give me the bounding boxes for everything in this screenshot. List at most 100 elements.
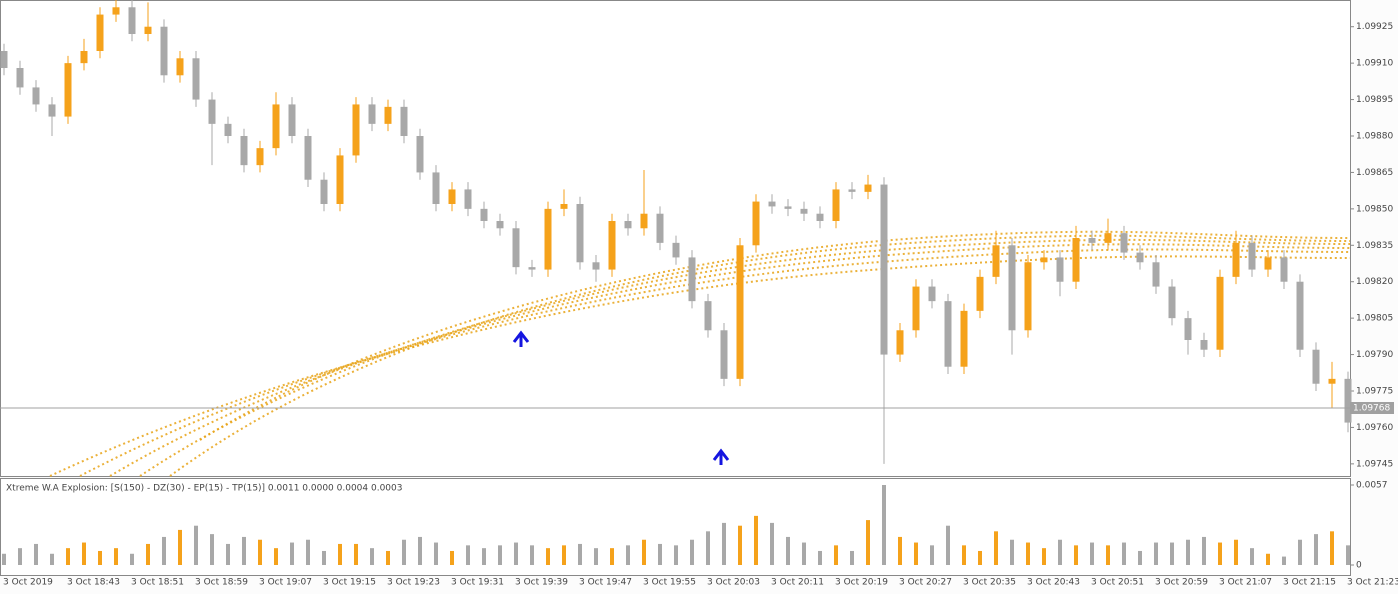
candle-body (752, 201, 760, 246)
candle-body (1200, 340, 1208, 350)
indicator-bar (146, 543, 150, 565)
indicator-bar (18, 548, 22, 565)
indicator-bar (674, 545, 678, 565)
candle-body (352, 104, 360, 156)
x-tick-label: 3 Oct 19:39 (515, 578, 568, 588)
indicator-bar (338, 543, 342, 565)
candle-body (496, 221, 504, 229)
indicator-bar (258, 539, 262, 565)
candle-body (640, 213, 648, 229)
x-tick-label: 3 Oct 20:59 (1155, 578, 1208, 588)
candle-body (560, 204, 568, 209)
candle-body (432, 172, 440, 204)
indicator-bar (706, 531, 710, 565)
y-tick-label: 1.09850 (1356, 204, 1393, 214)
x-tick-label: 3 Oct 19:23 (387, 578, 440, 588)
indicator-bar (930, 545, 934, 565)
x-tick-label: 3 Oct 18:59 (195, 578, 248, 588)
indicator-bar (594, 548, 598, 565)
candle-body (1312, 349, 1320, 384)
indicator-bar (450, 550, 454, 565)
indicator-bar (1138, 550, 1142, 565)
candle-body (592, 262, 600, 270)
y-tick-label: 1.09745 (1356, 459, 1393, 469)
x-tick-label: 3 Oct 19:15 (323, 578, 376, 588)
indicator-bar (242, 536, 246, 565)
y-tick-label: 1.09760 (1356, 423, 1393, 433)
indicator-bar (98, 550, 102, 565)
candle-body (1296, 281, 1304, 350)
candle-body (672, 242, 680, 258)
candle-body (768, 201, 776, 207)
y-tick-label: 1.09910 (1356, 59, 1393, 69)
indicator-bar (130, 553, 134, 565)
candle-body (192, 58, 200, 100)
x-tick-label: 3 Oct 18:51 (131, 578, 184, 588)
candle-body (272, 104, 280, 149)
buy-arrow (512, 330, 530, 347)
candle-body (1184, 318, 1192, 340)
candle-body (512, 228, 520, 268)
x-tick-label: 3 Oct 21:23 (1347, 578, 1398, 588)
indicator-bar (1314, 534, 1318, 565)
indicator-bar (946, 525, 950, 565)
indicator-bar (722, 522, 726, 565)
x-tick-label: 3 Oct 20:51 (1091, 578, 1144, 588)
candle-body (1088, 238, 1096, 243)
candle-body (32, 87, 40, 105)
indicator-bar (322, 550, 326, 565)
indicator-bar (1330, 531, 1334, 565)
candle-body (464, 189, 472, 209)
indicator-bar (754, 515, 758, 565)
candle-body (784, 206, 792, 209)
indicator-bar (1234, 539, 1238, 565)
y-tick-label: 1.09895 (1356, 95, 1393, 105)
candle-body (736, 245, 744, 379)
indicator-bar (834, 545, 838, 565)
y-tick-label: 1.09880 (1356, 132, 1393, 142)
candle-body (48, 104, 56, 117)
candle-body (288, 104, 296, 136)
candle-body (624, 221, 632, 229)
candle-body (688, 257, 696, 302)
x-tick-label: 3 Oct 21:15 (1283, 578, 1336, 588)
indicator-bar (882, 485, 886, 565)
current-price-label: 1.09768 (1353, 404, 1390, 414)
candle-body (1008, 245, 1016, 331)
y-tick-label: 1.09820 (1356, 277, 1393, 287)
candle-body (1072, 238, 1080, 282)
envelope-curve (199, 230, 1351, 441)
candle-body (1120, 233, 1128, 253)
candle-body (864, 184, 872, 192)
candle-body (80, 51, 88, 64)
indicator-bar (514, 542, 518, 565)
indicator-bar (482, 548, 486, 565)
indicator-bar (1122, 542, 1126, 565)
indicator-bar (370, 548, 374, 565)
indicator-bar (402, 539, 406, 565)
x-tick-label: 3 Oct 18:43 (67, 578, 120, 588)
y-tick-label: 1.09865 (1356, 168, 1393, 178)
indicator-bar (642, 539, 646, 565)
candle-body (64, 63, 72, 117)
y-tick-label: 0.0057 (1356, 481, 1388, 491)
candle-body (384, 106, 392, 124)
indicator-bar (962, 545, 966, 565)
candle-body (128, 7, 136, 35)
indicator-bar (578, 543, 582, 565)
y-tick-label: 1.09925 (1356, 22, 1393, 32)
indicator-bar (658, 543, 662, 565)
indicator-bar (1106, 545, 1110, 565)
indicator-bar (274, 548, 278, 565)
candle-body (896, 330, 904, 355)
indicator-title: Xtreme W.A Explosion: [S(150) - DZ(30) -… (6, 484, 402, 494)
candle-body (704, 301, 712, 331)
indicator-bar (34, 543, 38, 565)
y-tick-label: 1.09835 (1356, 241, 1393, 251)
x-tick-label: 3 Oct 20:35 (963, 578, 1016, 588)
indicator-bar (530, 545, 534, 565)
candle-body (720, 330, 728, 379)
indicator-bar (1298, 539, 1302, 565)
y-tick-label: 1.09805 (1356, 314, 1393, 324)
indicator-bar (914, 542, 918, 565)
